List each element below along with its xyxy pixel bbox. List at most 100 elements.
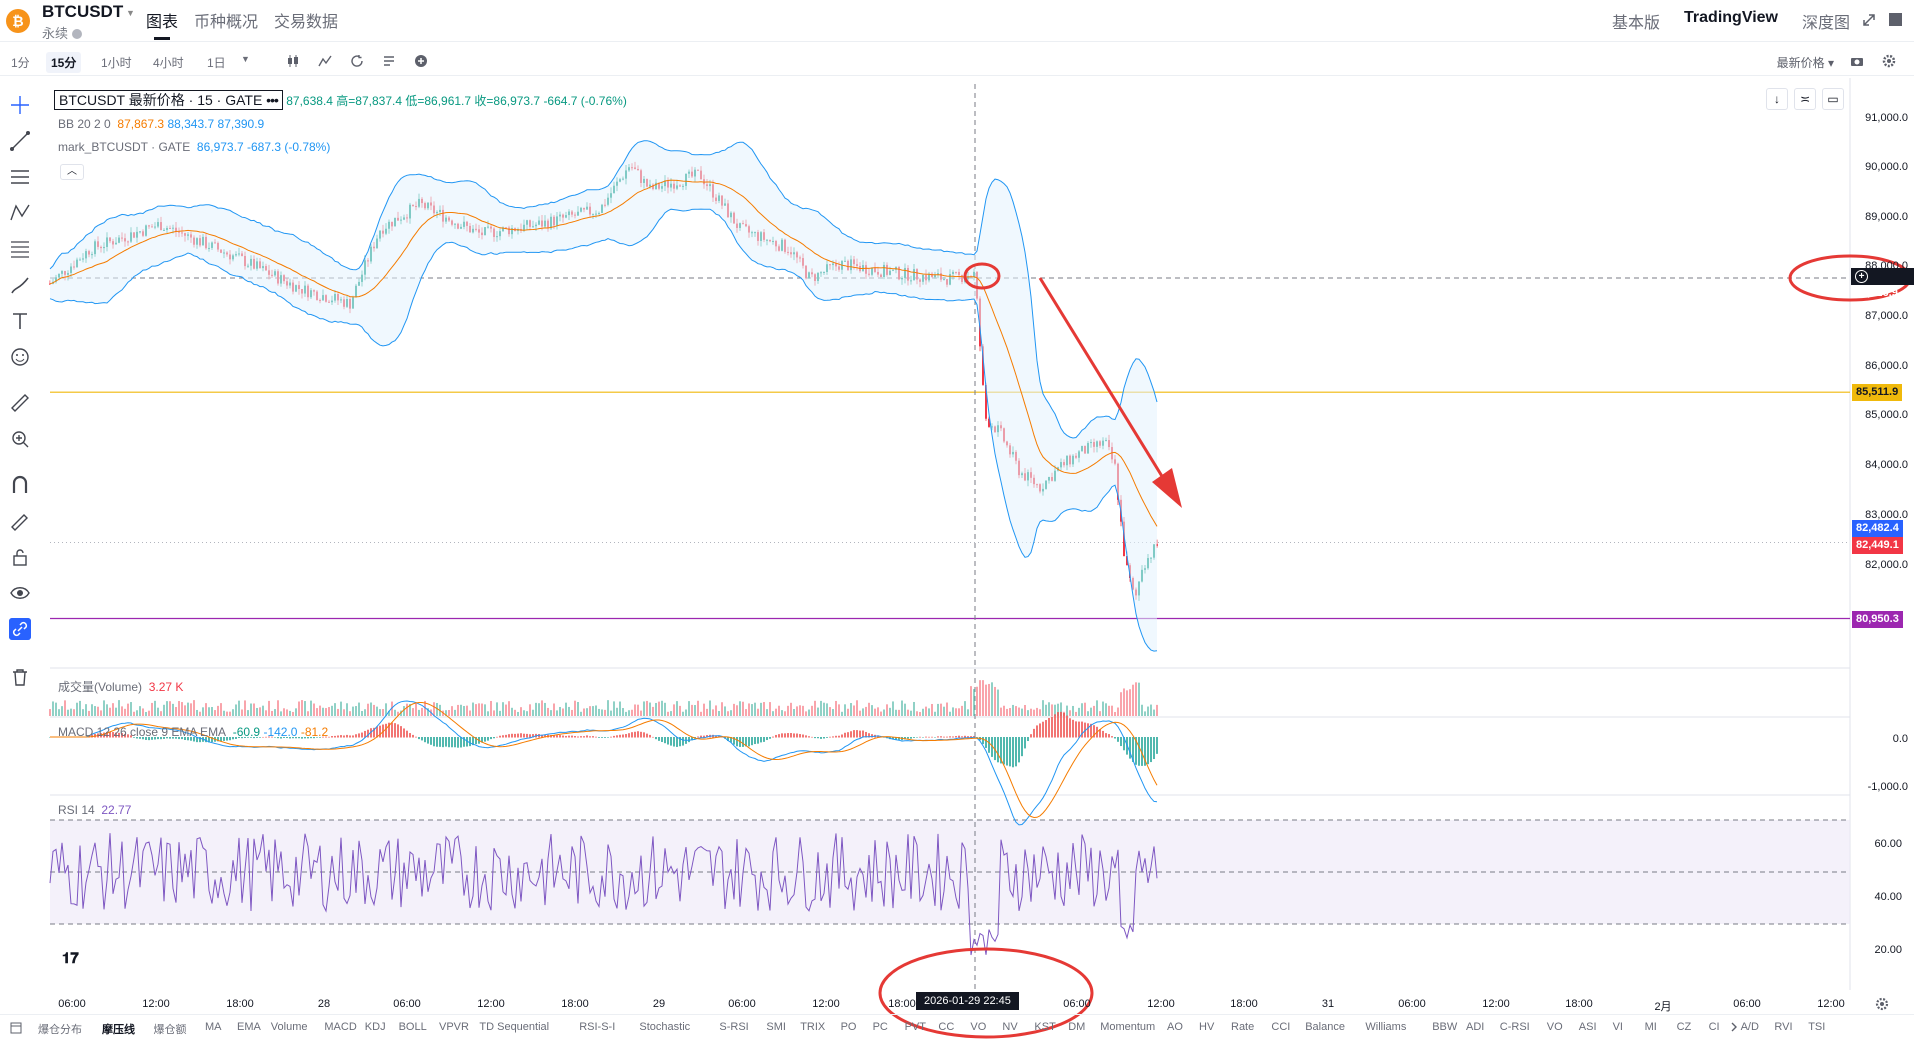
emoji-icon[interactable] xyxy=(9,346,31,368)
fib-icon[interactable] xyxy=(9,238,31,260)
chevron-down-icon[interactable]: ▼ xyxy=(126,8,135,18)
indicator-item[interactable]: MA xyxy=(205,1021,222,1033)
indicator-item[interactable]: Rate xyxy=(1231,1021,1255,1033)
indicator-item[interactable]: DM xyxy=(1068,1021,1086,1033)
indicator-item[interactable]: Momentum xyxy=(1100,1021,1156,1033)
indicator-item[interactable]: PVT xyxy=(904,1021,926,1033)
indicator-item[interactable]: 爆仓额 xyxy=(153,1024,187,1036)
maximize-pane-button[interactable]: ▭ xyxy=(1822,88,1844,110)
timeframe-15m[interactable]: 15分 xyxy=(46,52,82,73)
trash-icon[interactable] xyxy=(9,666,31,688)
indicator-item[interactable]: S-RSI xyxy=(719,1021,749,1033)
indicator-item[interactable]: VO xyxy=(1546,1021,1563,1033)
ruler-icon[interactable] xyxy=(9,392,31,414)
collapse-pane-button[interactable]: ≍ xyxy=(1794,88,1816,110)
indicator-item[interactable]: RVI xyxy=(1774,1021,1793,1033)
lock-icon[interactable] xyxy=(9,546,31,568)
settings-gear-icon[interactable] xyxy=(1882,54,1896,68)
indicator-item[interactable]: CZ xyxy=(1676,1021,1692,1033)
indicator-item[interactable]: PO xyxy=(840,1021,857,1033)
timeframe-1h[interactable]: 1小时 xyxy=(101,56,132,70)
text-icon[interactable] xyxy=(9,310,31,332)
timeframe-4h[interactable]: 4小时 xyxy=(153,56,184,70)
pattern-icon[interactable] xyxy=(9,202,31,224)
indicator-item[interactable]: 摩压线 xyxy=(102,1024,135,1036)
indicator-item[interactable]: Stochastic xyxy=(639,1021,691,1033)
macd-histogram-bar xyxy=(1123,737,1125,751)
timeframe-1m[interactable]: 1分 xyxy=(11,56,30,70)
indicator-item[interactable]: RSI-S-I xyxy=(579,1021,616,1033)
volume-bar xyxy=(211,706,213,716)
indicator-item[interactable]: CCI xyxy=(1271,1021,1291,1033)
indicator-item[interactable]: Balance xyxy=(1305,1021,1345,1033)
eye-icon[interactable] xyxy=(9,582,31,604)
indicator-item[interactable]: AO xyxy=(1167,1021,1183,1033)
tab-trading-data[interactable]: 交易数据 xyxy=(274,14,339,31)
info-icon[interactable] xyxy=(72,29,83,39)
indicator-item[interactable]: CC xyxy=(938,1021,955,1033)
indicator-item[interactable]: BOLL xyxy=(398,1021,427,1033)
link-icon[interactable] xyxy=(9,618,31,640)
indicator-item[interactable]: TD Sequential xyxy=(479,1021,550,1033)
brush-icon[interactable] xyxy=(9,274,31,296)
indicator-item[interactable]: A/D xyxy=(1740,1021,1759,1033)
indicator-item[interactable]: EMA xyxy=(237,1021,261,1033)
tab-tradingview[interactable]: TradingView xyxy=(1684,9,1778,26)
candle-type-icon[interactable] xyxy=(286,54,300,68)
timeframe-dropdown-icon[interactable]: ▼ xyxy=(241,54,250,64)
indicators-icon[interactable] xyxy=(318,54,332,68)
indicator-item[interactable]: KDJ xyxy=(364,1021,386,1033)
macd-histogram-bar xyxy=(967,736,969,738)
indicator-item[interactable]: HV xyxy=(1199,1021,1215,1033)
symbol-name[interactable]: BTCUSDT xyxy=(42,2,124,21)
indicator-item[interactable]: TRIX xyxy=(800,1021,826,1033)
fullscreen-icon[interactable] xyxy=(1889,13,1902,26)
magnet-icon[interactable] xyxy=(9,474,31,496)
expand-icon[interactable] xyxy=(1862,13,1876,27)
camera-icon[interactable] xyxy=(1850,54,1864,68)
add-alert-icon[interactable]: + xyxy=(1855,270,1868,283)
indicator-item[interactable]: VPVR xyxy=(439,1021,469,1033)
tab-chart[interactable]: 图表 xyxy=(146,8,178,40)
trend-line-icon[interactable] xyxy=(9,130,31,152)
indicator-item[interactable]: ADI xyxy=(1466,1021,1485,1033)
tab-depth[interactable]: 深度图 xyxy=(1801,15,1850,32)
chevron-right-icon[interactable] xyxy=(1728,1021,1740,1033)
indicator-item[interactable]: CI xyxy=(1708,1021,1720,1033)
add-icon[interactable] xyxy=(414,54,428,68)
indicator-item[interactable]: TSI xyxy=(1808,1021,1826,1033)
indicator-item[interactable]: 爆仓分布 xyxy=(38,1024,82,1036)
indicator-item[interactable]: MI xyxy=(1644,1021,1657,1033)
macd-histogram-bar xyxy=(322,736,324,738)
time-axis-settings-icon[interactable] xyxy=(1874,996,1890,1012)
indicator-item[interactable]: VI xyxy=(1612,1021,1623,1033)
indicator-item[interactable]: NV xyxy=(1002,1021,1018,1033)
zoom-in-icon[interactable] xyxy=(9,428,31,450)
indicator-item[interactable]: BBW xyxy=(1432,1021,1458,1033)
lock-drawing-icon[interactable] xyxy=(9,510,31,532)
tab-basic[interactable]: 基本版 xyxy=(1612,15,1661,32)
volume-bar xyxy=(997,689,999,716)
timeframe-1d[interactable]: 1日 xyxy=(207,56,226,70)
horizontal-lines-icon[interactable] xyxy=(9,166,31,188)
price-type-select[interactable]: 最新价格 ▾ xyxy=(1776,56,1834,70)
indicator-item[interactable]: C-RSI xyxy=(1499,1021,1530,1033)
indicator-item[interactable]: ASI xyxy=(1578,1021,1597,1033)
templates-icon[interactable] xyxy=(382,54,396,68)
indicator-item[interactable]: SMI xyxy=(766,1021,786,1033)
symbol-legend-box[interactable]: BTCUSDT 最新价格 · 15 · GATE ••• xyxy=(54,90,283,110)
indicator-item[interactable]: Williams xyxy=(1365,1021,1407,1033)
crosshair-icon[interactable] xyxy=(9,94,31,116)
indicator-item[interactable]: Volume xyxy=(270,1021,308,1033)
macd-histogram-bar xyxy=(304,737,306,739)
indicator-item[interactable]: KST xyxy=(1034,1021,1056,1033)
panel-toggle-icon[interactable] xyxy=(10,1022,22,1034)
indicator-item[interactable]: PC xyxy=(872,1021,888,1033)
scroll-down-button[interactable]: ↓ xyxy=(1766,88,1788,110)
indicator-item[interactable]: VO xyxy=(970,1021,987,1033)
collapse-legend-button[interactable]: ︿ xyxy=(60,164,84,180)
tab-overview[interactable]: 币种概况 xyxy=(194,14,259,31)
refresh-icon[interactable] xyxy=(350,54,364,68)
indicator-item[interactable]: MACD xyxy=(324,1021,357,1033)
